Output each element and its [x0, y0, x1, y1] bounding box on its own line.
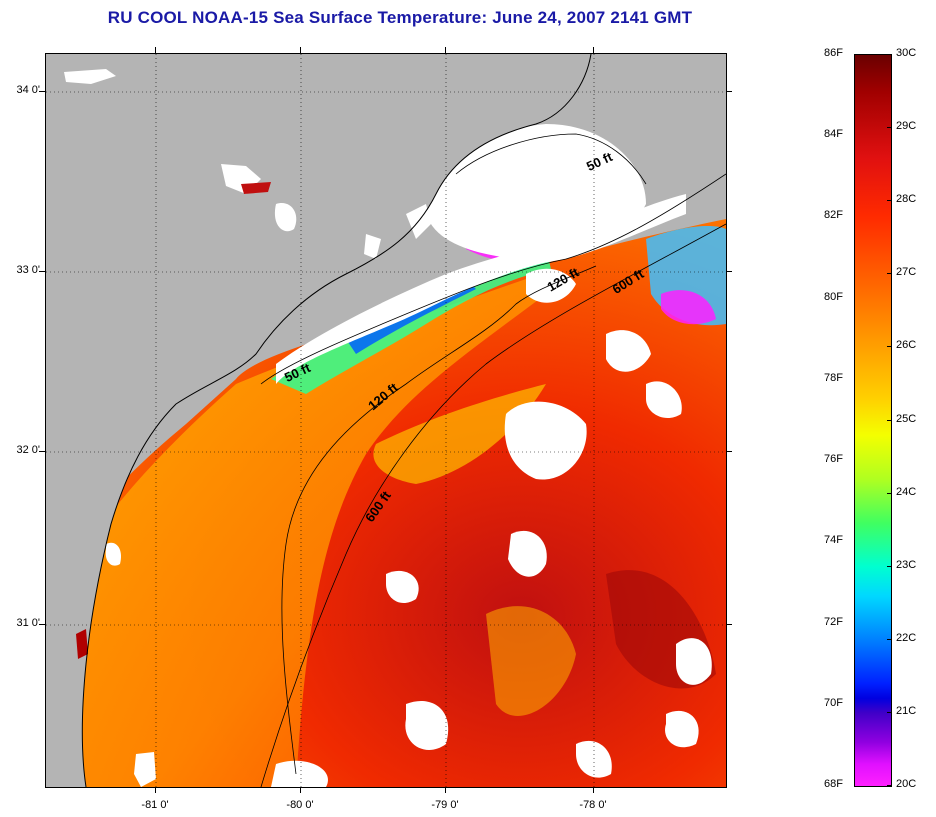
colorbar-label-c: 21C — [896, 704, 917, 717]
axis-tick — [39, 271, 45, 272]
colorbar-tick — [887, 200, 892, 202]
contour-120ft — [281, 265, 597, 775]
lat-label-33: 33 0' — [16, 264, 40, 276]
land-mass — [46, 54, 591, 787]
cloud-cover — [364, 234, 381, 259]
axis-tick — [39, 624, 45, 625]
cloud-cover — [526, 268, 576, 303]
colorbar-label-c: 28C — [896, 193, 917, 206]
axis-tick — [300, 787, 301, 793]
colorbar-label-f: 70F — [824, 696, 843, 709]
cloud-cover — [606, 330, 651, 372]
lat-lon-grid — [46, 54, 726, 787]
lat-label-32: 32 0' — [16, 444, 40, 456]
warm-yellow-patch — [373, 384, 546, 484]
cloud-cover — [271, 760, 328, 787]
colorbar-label-c: 23C — [896, 558, 917, 571]
contour-600ft — [260, 223, 726, 787]
sst-map: 50 ft 120 ft 600 ft 50 ft 120 ft 600 ft — [45, 53, 727, 788]
cloud-cover — [665, 710, 699, 748]
shelf-water — [46, 279, 546, 787]
cloud-cover — [676, 638, 712, 685]
cloud-cover — [64, 69, 116, 84]
colorbar-label-f: 82F — [824, 209, 843, 222]
axis-tick — [726, 91, 732, 92]
warm-land-speck — [76, 629, 88, 659]
colorbar-tick — [887, 565, 892, 567]
cloud-cover — [386, 570, 419, 604]
colorbar-tick — [887, 638, 892, 640]
axis-tick — [445, 787, 446, 793]
warm-land-speck — [241, 182, 271, 194]
colorbar-label-f: 68F — [824, 778, 843, 790]
coastline — [81, 54, 592, 787]
axis-tick — [39, 451, 45, 452]
colorbar-label-c: 24C — [896, 485, 917, 498]
colorbar-label-c: 22C — [896, 631, 917, 644]
bathymetry-contours — [260, 133, 726, 787]
cloud-cover — [508, 530, 547, 577]
colorbar-label-f: 78F — [824, 371, 843, 384]
lon-label-81: -81 0' — [141, 799, 169, 811]
cold-patch — [661, 290, 716, 325]
axis-tick — [445, 47, 446, 53]
cloud-cover — [405, 700, 449, 750]
colorbar-label-f: 74F — [824, 534, 843, 547]
axis-tick — [593, 47, 594, 53]
colorbar-label-c: 27C — [896, 266, 917, 279]
colorbar-label-c: 20C — [896, 778, 917, 790]
lat-label-34: 34 0' — [16, 84, 40, 96]
lon-label-79: -79 0' — [431, 799, 459, 811]
cloud-cover — [134, 752, 156, 787]
colorbar-tick — [887, 127, 892, 129]
colorbar-tick — [887, 419, 892, 421]
axis-tick — [726, 624, 732, 625]
map-title: RU COOL NOAA-15 Sea Surface Temperature:… — [107, 8, 693, 27]
lon-label-78: -78 0' — [579, 799, 607, 811]
colorbar-tick — [887, 785, 892, 786]
axis-tick — [155, 47, 156, 53]
temperature-colorbar — [854, 54, 892, 787]
colorbar-tick — [887, 711, 892, 713]
colorbar-tick — [887, 273, 892, 275]
axis-tick — [300, 47, 301, 53]
axis-tick — [726, 271, 732, 272]
lat-label-31: 31 0' — [16, 617, 40, 629]
axis-tick — [593, 787, 594, 793]
colorbar-label-c: 30C — [896, 47, 917, 59]
colorbar-label-f: 72F — [824, 615, 843, 628]
cloud-cover — [504, 401, 587, 480]
lon-label-80: -80 0' — [286, 799, 314, 811]
cloud-cover — [576, 740, 612, 778]
axis-tick — [726, 451, 732, 452]
cloud-cover — [274, 203, 297, 232]
cloud-cover — [105, 542, 122, 566]
cloud-cover — [646, 381, 682, 419]
warm-yellow-patch — [486, 606, 576, 716]
colorbar-label-f: 84F — [824, 128, 843, 141]
axis-tick — [39, 91, 45, 92]
contour-50ft-inner — [455, 133, 647, 185]
colorbar-label-c: 29C — [896, 120, 917, 133]
colorbar-tick — [887, 346, 892, 348]
colorbar-label-f: 80F — [824, 290, 843, 303]
colorbar-label-c: 25C — [896, 412, 917, 425]
colorbar-tick — [887, 492, 892, 494]
colorbar-label-c: 26C — [896, 339, 917, 352]
colorbar-label-f: 86F — [824, 47, 843, 59]
axis-tick — [155, 787, 156, 793]
colorbar-tick — [887, 54, 892, 55]
contour-50ft — [260, 173, 726, 385]
colorbar-label-f: 76F — [824, 453, 843, 466]
